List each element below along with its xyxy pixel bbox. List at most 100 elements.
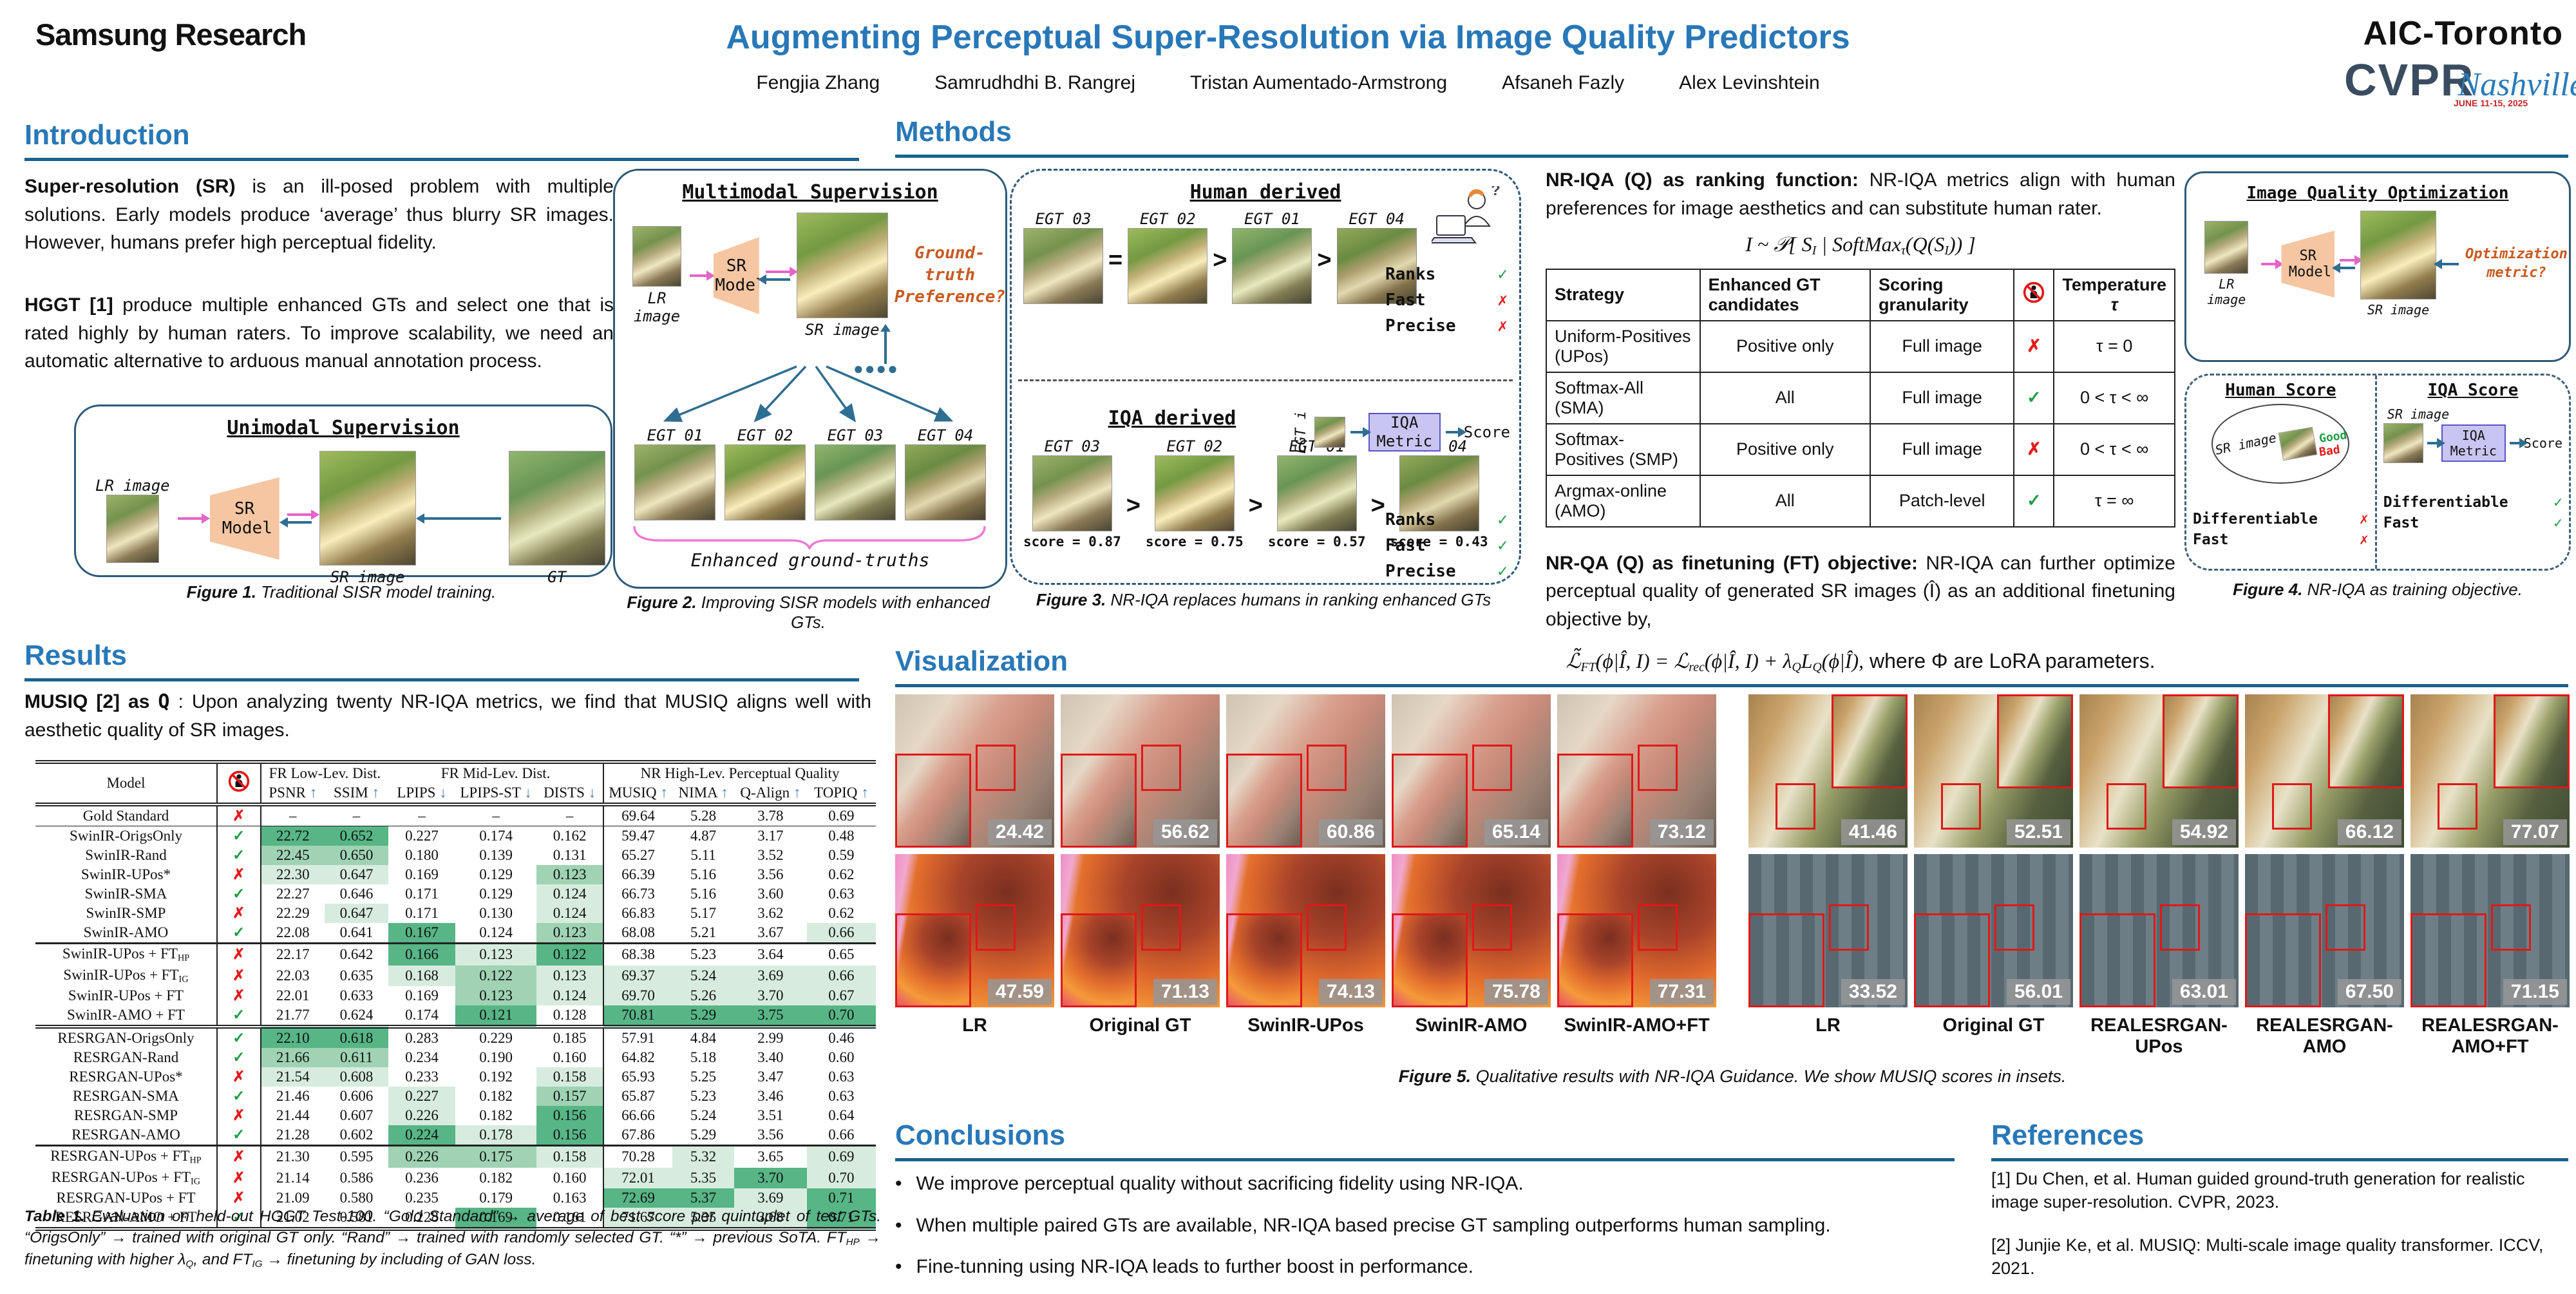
text-segment: NR-IQA replaces humans in ranking enhanc… [1106, 590, 1492, 609]
lr-image-label: LR image [2207, 276, 2246, 307]
result-image: 41.46 [1748, 694, 1908, 848]
check-cell: ✗ [216, 1106, 261, 1126]
sr-model-label: SR Model [2288, 248, 2331, 280]
text-segment: rec [1689, 660, 1705, 675]
check-icon: ✓ [232, 1030, 245, 1047]
value-cell: 3.69 [734, 1188, 807, 1208]
col-header: Q-Align ↑ [740, 785, 801, 801]
value-cell: 0.174 [479, 828, 513, 844]
property-row: Differentiable ✓ [2383, 494, 2562, 511]
value-cell: 59.47 [621, 828, 655, 844]
cross-icon: ✗ [2027, 439, 2041, 459]
text-segment: Traditional SISR model training. [256, 582, 497, 602]
property-label: Differentiable [2193, 511, 2318, 528]
model-cell: Gold Standard [35, 804, 218, 826]
check-icon: ✓ [232, 847, 245, 863]
visualization-row: 47.59 71.13 74.13 75.78 77.31 [895, 854, 1716, 1007]
crop-marker-box [2160, 904, 2200, 951]
result-image: 65.14 [1392, 694, 1551, 848]
property-label: Precise [1385, 316, 1456, 336]
property-label: Precise [1385, 562, 1456, 581]
property-label: Fast [1385, 536, 1426, 555]
value-cell: 3.62 [757, 905, 784, 921]
zoom-inset [1557, 754, 1633, 848]
value-cell: 0.169 [455, 1208, 537, 1230]
value-cell: 0.67 [806, 986, 876, 1006]
forward-arrow-icon [689, 271, 715, 281]
lr-image [2204, 221, 2249, 274]
value-cell: 5.37 [672, 1188, 734, 1208]
value-cell: 0.129 [479, 866, 513, 882]
text-segment: NR-IQA as training objective. [2302, 580, 2523, 599]
strategy-cell: Softmax-All (SMA) [1546, 371, 1701, 424]
value-cell: 65.93 [621, 1069, 655, 1085]
value-cell: 0.586 [339, 1169, 374, 1186]
value-cell: 5.28 [690, 808, 717, 824]
value-cell: – [352, 808, 361, 824]
model-cell: RESRGAN-UPos + FT [35, 1188, 218, 1208]
conclusion-item: • We improve perceptual quality without s… [895, 1171, 1961, 1197]
value-cell: 70.28 [621, 1148, 655, 1165]
iqa-metric-box: IQA Metric [2441, 424, 2506, 462]
value-cell: 22.10 [260, 1027, 325, 1049]
check-cell: ✗ [216, 943, 261, 966]
egt-i-label: EGT i [1293, 411, 1309, 454]
value-cell: 69.37 [603, 965, 673, 987]
property-row: Fast ✓ [1385, 536, 1508, 555]
cross-icon: ✗ [232, 808, 245, 824]
value-cell: 4.84 [690, 1030, 717, 1047]
value-cell: 0.227 [388, 1087, 455, 1107]
check-cell: ✓ [216, 884, 261, 904]
text-segment: Q [1792, 660, 1801, 675]
ranking-relation: > [1213, 247, 1227, 274]
results-table: Model FR Low-Lev. Dist. FR Mid-Lev. Dist. N… [35, 760, 876, 1232]
zoom-inset [2410, 913, 2486, 1007]
zoom-inset [2328, 694, 2404, 788]
value-cell: 5.35 [672, 1167, 734, 1189]
egt-column: EGT 02 [1128, 210, 1208, 304]
value-cell: 22.01 [276, 987, 310, 1004]
strategy-header-cell: Temperature τ [2053, 268, 2175, 321]
value-cell: 0.123 [455, 986, 537, 1006]
text-segment: IG [252, 1259, 263, 1270]
figure-2-multimodal-supervision: Multimodal Supervision LR image SR Model… [613, 169, 1007, 589]
check-icon: ✓ [1497, 265, 1508, 284]
model-name: RESRGAN-UPos + FT [51, 1168, 191, 1185]
model-cell: RESRGAN-SMP [35, 1106, 218, 1126]
strategy-cell: Full image [1869, 371, 2015, 424]
value-cell: 0.128 [536, 1005, 604, 1027]
value-cell: 0.169 [405, 987, 439, 1004]
property-row: Precise ✗ [1385, 316, 1508, 336]
value-cell: 0.580 [339, 1190, 374, 1206]
model-name: SwinIR-AMO [83, 924, 169, 940]
cross-icon: ✗ [232, 967, 245, 984]
property-row: Fast ✗ [2193, 531, 2369, 548]
value-cell: 0.130 [479, 905, 513, 921]
text-segment: is an ill-posed problem with multiple so… [24, 176, 614, 253]
conclusion-text: When multiple paired GTs are available, … [916, 1214, 1831, 1236]
intro-paragraph-2: HGGT [1] produce multiple enhanced GTs a… [24, 291, 614, 376]
value-cell: 0.123 [455, 943, 537, 966]
check-icon: ✓ [1497, 510, 1508, 529]
value-cell: 0.178 [455, 1125, 537, 1146]
value-cell: 0.124 [536, 904, 604, 923]
egt-score: score = 0.75 [1145, 534, 1244, 549]
cross-icon: ✗ [2359, 531, 2369, 548]
model-name: RESRGAN-AMO + FT [55, 1209, 197, 1226]
zoom-inset [895, 754, 971, 848]
cross-icon: ✗ [232, 987, 245, 1004]
no-human-icon [2023, 282, 2045, 303]
musiq-score-badge: 52.51 [2006, 819, 2070, 845]
result-image: 54.92 [2079, 694, 2239, 848]
value-cell: 5.29 [690, 1127, 717, 1143]
model-cell: RESRGAN-UPos* [35, 1067, 218, 1087]
value-cell: 5.21 [690, 924, 717, 940]
cross-icon: ✗ [232, 1069, 245, 1085]
finetuning-formula: ℒ̃FT(ϕ|Î, I) = ℒrec(ϕ|Î, I) + λQLQ(ϕ|Î),… [1546, 649, 2175, 675]
model-cell: RESRGAN-UPos + FTHP [35, 1145, 218, 1168]
figure-3-ranking: Human derived ? EGT 03 = EGT 02 > EGT 01 > EGT… [1010, 169, 1521, 585]
table-row: RESRGAN-OrigsOnly ✓ 22.10 0.618 0.283 0.229 0.… [35, 1027, 876, 1049]
arrow-icon [2427, 438, 2445, 448]
aic-toronto-logo: AIC-Toronto [2363, 15, 2563, 52]
egt-label: EGT 02 [737, 426, 793, 444]
